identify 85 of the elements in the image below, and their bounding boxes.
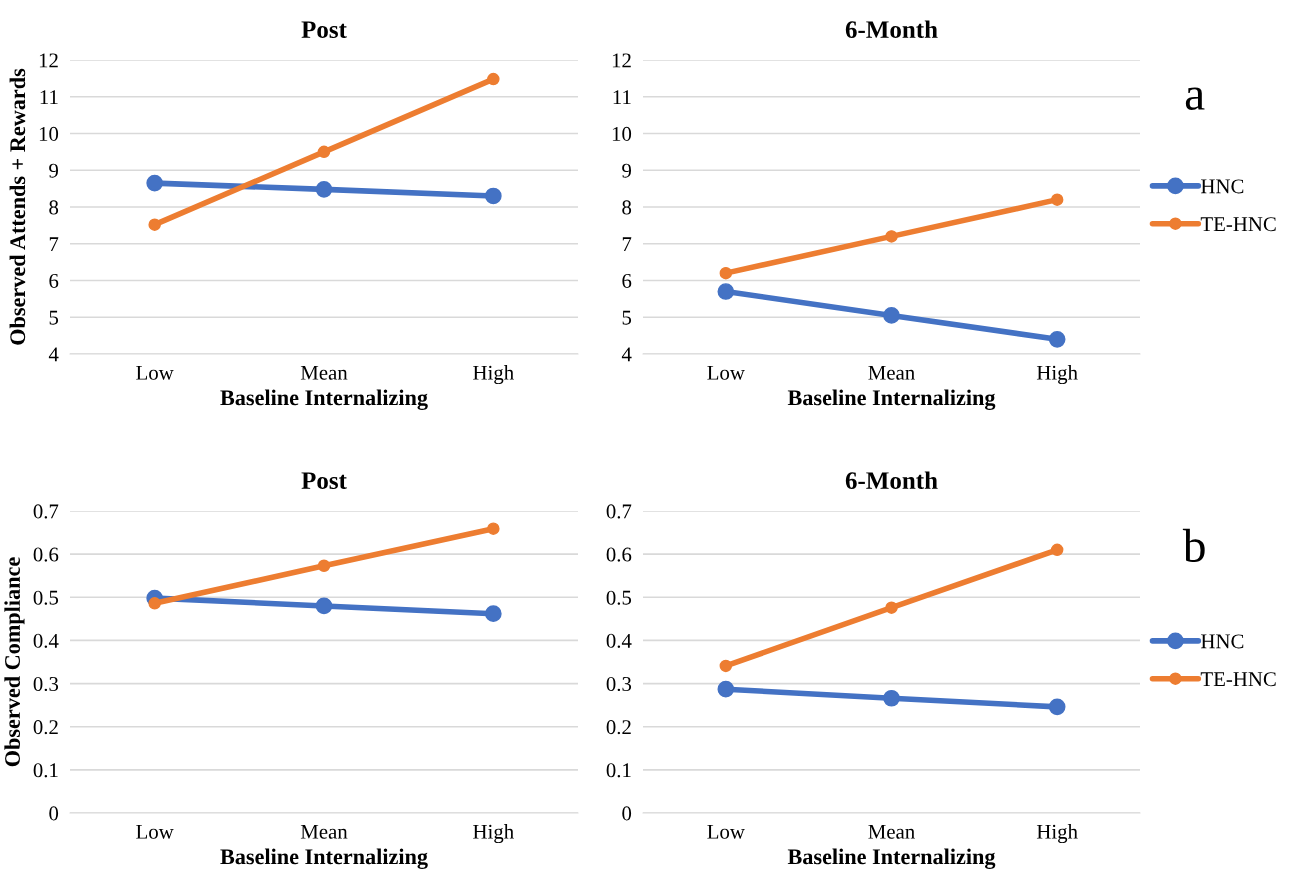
y-tick-label: 0.7 (606, 504, 632, 519)
point (883, 307, 900, 324)
point (317, 559, 331, 573)
y-tick-label: 5 (49, 310, 59, 325)
y-tick-label: 0.6 (606, 547, 632, 562)
point (885, 230, 898, 243)
point (315, 597, 333, 615)
x-axis-title: Baseline Internalizing (220, 389, 428, 410)
x-tick-label: High (1036, 365, 1078, 385)
point (1048, 330, 1066, 348)
y-tick-label: 0.2 (606, 720, 631, 735)
y-tick-label: 10 (612, 126, 632, 141)
x-tick-label: Low (136, 824, 174, 839)
point (883, 689, 900, 707)
y-tick-label: 0.2 (33, 720, 58, 735)
y-axis-title: Observed Compliance (4, 557, 25, 767)
x-tick-label: Low (707, 824, 745, 839)
text: a (1185, 87, 1205, 111)
x-axis-title: Baseline Internalizing (220, 848, 428, 869)
y-tick-label: 0.5 (606, 590, 632, 605)
y-tick-label: 5 (622, 310, 632, 325)
y-tick-label: 4 (621, 347, 632, 362)
y-tick-label: 7 (49, 237, 59, 251)
point (719, 266, 733, 280)
x-tick-label: Low (707, 365, 745, 380)
point (484, 605, 502, 623)
x-tick-label: Low (136, 365, 174, 380)
chart-title: Post (301, 472, 347, 490)
point (1050, 543, 1064, 557)
y-tick-label: 0.6 (33, 547, 59, 562)
point (484, 187, 502, 205)
x-tick-label: Mean (868, 824, 915, 839)
chart-title: 6-Month (845, 471, 938, 490)
legend-label: HNC (1201, 179, 1244, 194)
chart-title: 6-Month (845, 20, 938, 39)
y-tick-label: 9 (49, 163, 59, 178)
point (1050, 193, 1064, 206)
point (148, 597, 161, 610)
y-tick-label: 0.7 (33, 504, 59, 519)
x-tick-label: Mean (868, 365, 915, 380)
y-tick-label: 0.3 (606, 676, 632, 692)
point (146, 174, 164, 192)
y-tick-label: 11 (40, 90, 58, 104)
y-tick-label: 11 (613, 90, 631, 104)
y-tick-label: 12 (39, 53, 58, 68)
y-tick-label: 0.5 (33, 590, 59, 605)
y-axis-title: Observed Attends + Rewards (9, 68, 26, 345)
legend-label: TE-HNC (1200, 217, 1276, 232)
point (1048, 698, 1066, 716)
y-tick-label: 6 (622, 273, 632, 288)
y-tick-label: 8 (622, 200, 632, 215)
y-tick-label: 4 (48, 347, 59, 362)
x-tick-label: High (473, 824, 514, 844)
y-tick-label: 0 (622, 806, 632, 821)
y-tick-label: 0.4 (606, 633, 632, 648)
y-tick-label: 0.4 (33, 633, 59, 648)
y-tick-label: 0 (49, 806, 59, 821)
chart-title: Post (301, 21, 347, 39)
text: b (1182, 528, 1205, 563)
point (717, 680, 735, 698)
point (148, 218, 161, 231)
y-tick-label: 7 (622, 237, 632, 251)
point (315, 181, 333, 198)
y-tick-label: 8 (49, 200, 59, 215)
y-tick-label: 0.1 (606, 763, 631, 778)
x-axis-title: Baseline Internalizing (787, 389, 996, 410)
y-tick-label: 0.1 (33, 763, 58, 778)
y-tick-label: 0.3 (33, 676, 59, 692)
x-tick-label: Mean (300, 824, 348, 839)
point (487, 72, 500, 86)
x-tick-label: Mean (300, 365, 348, 380)
point (719, 659, 733, 673)
x-axis-title: Baseline Internalizing (787, 848, 996, 869)
y-tick-label: 9 (622, 163, 632, 178)
y-tick-label: 6 (49, 273, 59, 288)
point (885, 601, 898, 614)
x-tick-label: High (473, 365, 514, 385)
legend-label: TE-HNC (1200, 672, 1276, 687)
x-tick-label: High (1036, 824, 1078, 844)
y-tick-label: 10 (39, 126, 59, 141)
point (317, 145, 331, 159)
point (717, 283, 735, 300)
y-tick-label: 12 (612, 53, 631, 68)
legend-label: HNC (1201, 634, 1244, 649)
point (487, 522, 500, 535)
